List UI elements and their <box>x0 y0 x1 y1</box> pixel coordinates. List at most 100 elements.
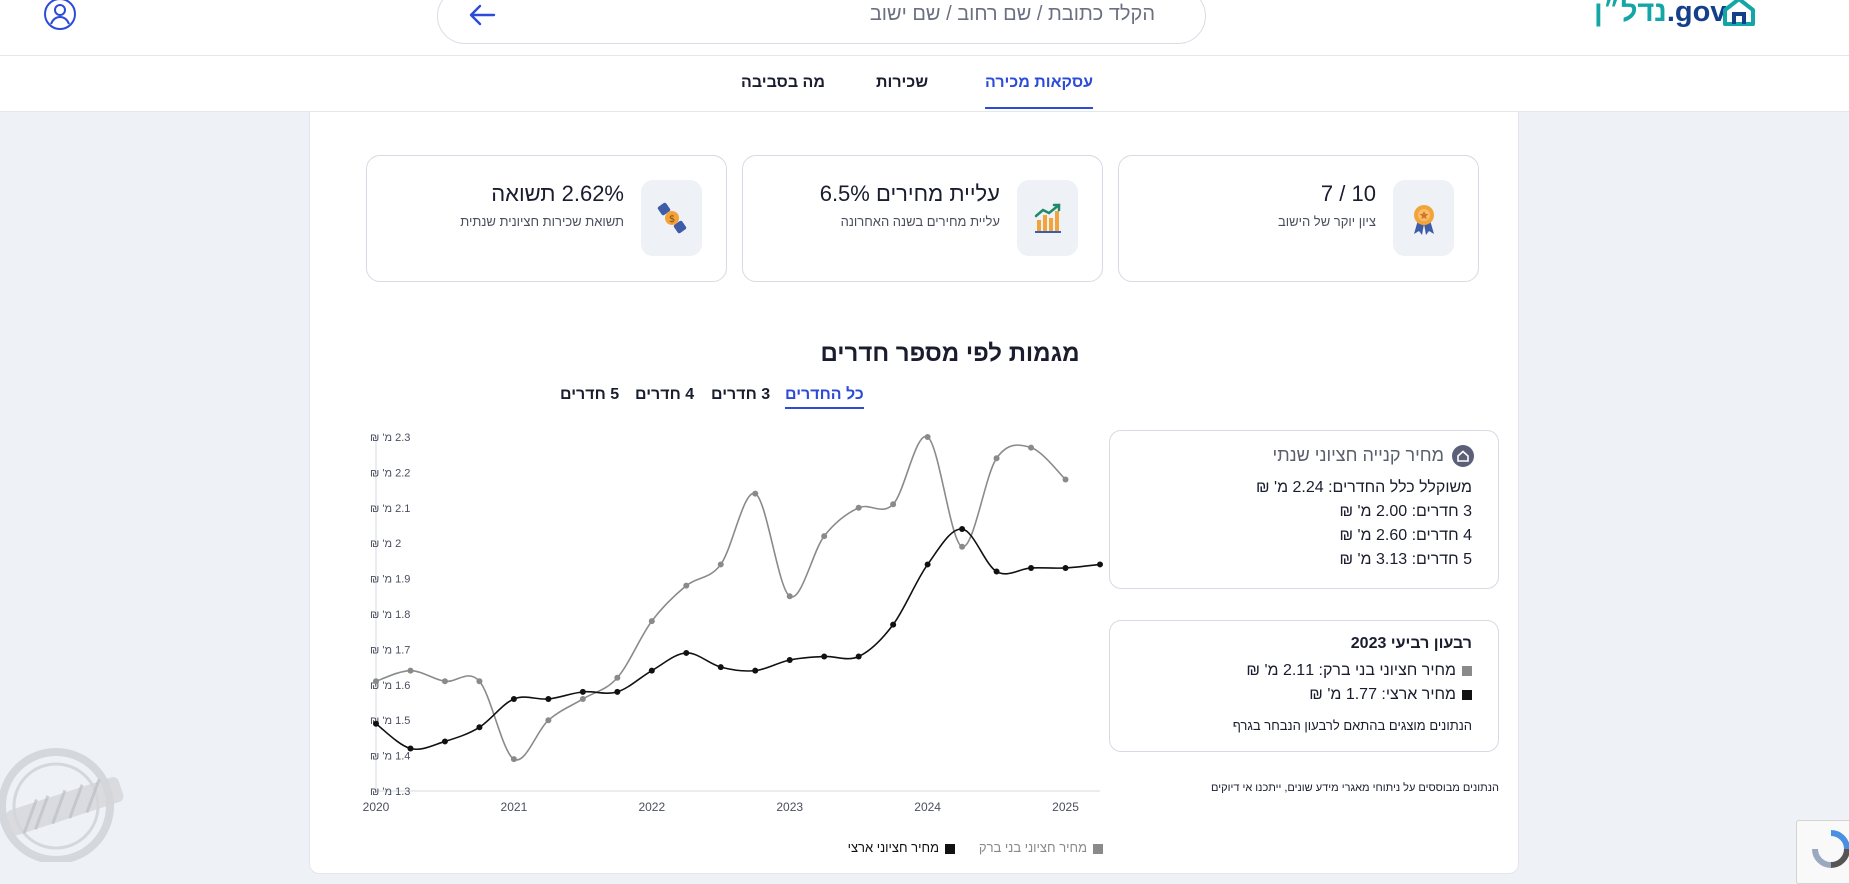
quarter-city-price: מחיר חציוני בני ברק: 2.11 מ' ₪ <box>1246 662 1472 680</box>
address-search-input[interactable]: הקלד כתובת / שם רחוב / שם ישוב <box>437 0 1206 44</box>
award-ribbon-icon <box>1393 180 1454 256</box>
stat-card-cost-score: 10 / 7 ציון יוקר של הישוב <box>1118 155 1479 282</box>
recaptcha-icon <box>1812 830 1849 868</box>
svg-text:$: $ <box>669 214 675 225</box>
data-point-city <box>1062 476 1069 483</box>
top-header: הקלד כתובת / שם רחוב / שם ישוב נדל״ן.gov <box>0 0 1849 56</box>
legend-city-swatch <box>1093 843 1103 854</box>
data-point-national <box>717 664 724 671</box>
x-tick-label: 2024 <box>914 800 941 814</box>
room-tab-all[interactable]: כל החדרים <box>785 386 864 409</box>
data-point-city <box>752 490 759 497</box>
recaptcha-badge[interactable] <box>1796 820 1849 884</box>
house-circle-icon <box>1452 445 1474 467</box>
annual-4-rooms-price: 4 חדרים: 2.60 מ' ₪ <box>1339 527 1472 544</box>
data-point-city <box>373 678 379 685</box>
stat-title: 10 / 7 <box>1320 181 1376 206</box>
quarter-city-price-text: מחיר חציוני בני ברק: 2.11 מ' ₪ <box>1246 662 1456 679</box>
money-hand-icon: $ <box>641 180 702 256</box>
data-point-national <box>510 695 517 702</box>
user-account-icon[interactable] <box>44 0 76 30</box>
data-point-city <box>890 501 897 508</box>
data-point-city <box>717 561 724 568</box>
data-point-city <box>683 582 690 589</box>
room-tab-4[interactable]: 4 חדרים <box>635 386 695 403</box>
stat-card-price-increase: עליית מחירים 6.5% עליית מחירים בשנה האחר… <box>742 155 1103 282</box>
main-tabs: עסקאות מכירה שכירות מה בסביבה <box>0 56 1849 112</box>
data-point-national <box>441 738 448 745</box>
logo-hebrew-text: נדל״ן <box>1594 0 1667 28</box>
data-point-national <box>1097 561 1103 568</box>
annual-price-card: מחיר קנייה חציוני שנתי משוקלל כלל החדרים… <box>1109 430 1499 589</box>
data-point-city <box>786 593 793 600</box>
x-tick-label: 2020 <box>363 800 390 814</box>
data-point-national <box>855 653 862 660</box>
data-disclaimer: הנתונים מבוססים על ניתוחי מאגרי מידע שונ… <box>1211 782 1499 794</box>
search-placeholder: הקלד כתובת / שם רחוב / שם ישוב <box>869 3 1155 25</box>
data-point-national <box>614 688 621 695</box>
annual-3-rooms-price: 3 חדרים: 2.00 מ' ₪ <box>1339 503 1472 520</box>
stat-subtitle: ציון יוקר של הישוב <box>1277 214 1376 229</box>
tab-surroundings[interactable]: מה בסביבה <box>741 74 825 91</box>
data-point-national <box>821 653 828 660</box>
quarter-info-card: רבעון רביעי 2023 מחיר חציוני בני ברק: 2.… <box>1109 620 1499 752</box>
x-tick-label: 2023 <box>776 800 803 814</box>
series-line-city <box>375 436 1067 761</box>
data-point-national <box>786 657 793 664</box>
data-point-national <box>579 688 586 695</box>
data-point-city <box>476 678 483 685</box>
city-series-swatch <box>1462 665 1472 676</box>
y-tick-label: 2 מ' ₪ <box>370 538 401 550</box>
data-point-national <box>648 667 655 674</box>
stat-subtitle: תשואת שכירות חציונית שנתית <box>460 214 624 229</box>
data-point-city <box>648 618 655 625</box>
tab-rentals[interactable]: שכירות <box>876 74 929 91</box>
room-tab-5[interactable]: 5 חדרים <box>560 386 620 403</box>
y-tick-label: 2.3 מ' ₪ <box>370 432 410 444</box>
national-series-swatch <box>1462 689 1472 700</box>
tab-sales-transactions[interactable]: עסקאות מכירה <box>985 74 1094 109</box>
netfree-watermark-logo <box>0 748 124 862</box>
legend-national-label: מחיר חציוני ארצי <box>847 840 939 855</box>
room-tab-3[interactable]: 3 חדרים <box>711 386 771 403</box>
chart-legend: מחיר חציוני בני ברק מחיר חציוני ארצי <box>830 840 1130 858</box>
data-point-city <box>959 543 966 550</box>
quarter-national-price-text: מחיר ארצי: 1.77 מ' ₪ <box>1309 686 1456 703</box>
data-point-national <box>752 667 759 674</box>
house-logo-icon <box>1723 0 1755 26</box>
annual-5-rooms-price: 5 חדרים: 3.13 מ' ₪ <box>1339 551 1472 568</box>
data-point-national <box>683 649 690 656</box>
arrow-left-icon[interactable] <box>468 3 496 27</box>
stat-subtitle: עליית מחירים בשנה האחרונה <box>840 214 1000 229</box>
data-point-city <box>855 504 862 511</box>
data-point-city <box>924 434 931 440</box>
x-tick-label: 2021 <box>501 800 528 814</box>
x-tick-label: 2022 <box>638 800 665 814</box>
data-point-national <box>959 526 966 533</box>
y-tick-label: 1.8 מ' ₪ <box>370 609 410 621</box>
legend-national-swatch <box>945 843 955 854</box>
stat-title: 2.62% תשואה <box>491 181 624 206</box>
data-point-national <box>1028 564 1035 571</box>
data-point-national <box>476 724 483 731</box>
data-point-national <box>407 745 414 752</box>
data-point-city <box>1028 444 1035 451</box>
price-trend-chart[interactable]: 1.3 מ' ₪ 1.4 מ' ₪ 1.5 מ' ₪ 1.6 מ' ₪ 1.7 מ' ₪… <box>320 428 1110 820</box>
annual-weighted-price: משוקלל כלל החדרים: 2.24 מ' ₪ <box>1255 479 1472 496</box>
y-tick-label: 1.9 מ' ₪ <box>370 574 410 586</box>
quarter-national-price: מחיר ארצי: 1.77 מ' ₪ <box>1309 686 1472 704</box>
y-tick-label: 1.7 מ' ₪ <box>370 644 410 656</box>
logo-gov-text: .gov <box>1666 0 1727 28</box>
data-point-national <box>545 695 552 702</box>
nadlan-gov-logo[interactable]: נדל״ן.gov <box>1594 0 1756 36</box>
data-point-city <box>993 455 1000 462</box>
legend-city[interactable]: מחיר חציוני בני ברק <box>979 840 1103 855</box>
quarter-title: רבעון רביעי 2023 <box>1350 635 1472 652</box>
data-point-city <box>821 533 828 540</box>
stat-title: עליית מחירים 6.5% <box>819 181 1000 206</box>
data-point-national <box>890 621 897 628</box>
y-tick-label: 1.5 מ' ₪ <box>370 715 410 727</box>
legend-national[interactable]: מחיר חציוני ארצי <box>848 840 955 855</box>
data-point-national <box>373 720 379 727</box>
x-tick-label: 2025 <box>1052 800 1079 814</box>
